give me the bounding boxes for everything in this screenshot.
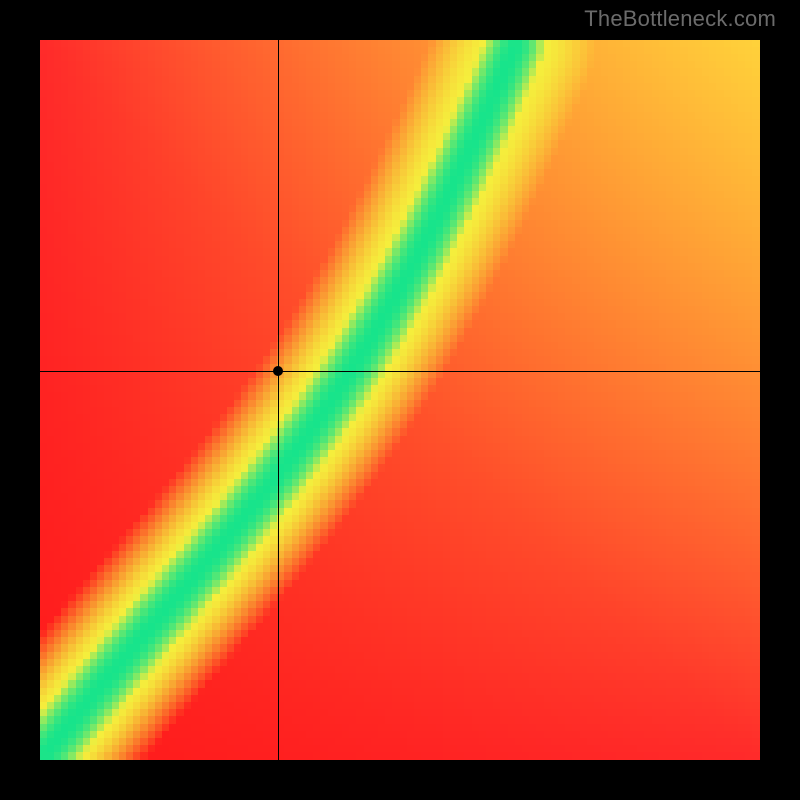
- crosshair-horizontal: [40, 371, 760, 372]
- crosshair-vertical: [278, 40, 279, 760]
- watermark-text: TheBottleneck.com: [584, 6, 776, 32]
- heatmap-canvas: [40, 40, 760, 760]
- crosshair-dot: [273, 366, 283, 376]
- heatmap-plot: [40, 40, 760, 760]
